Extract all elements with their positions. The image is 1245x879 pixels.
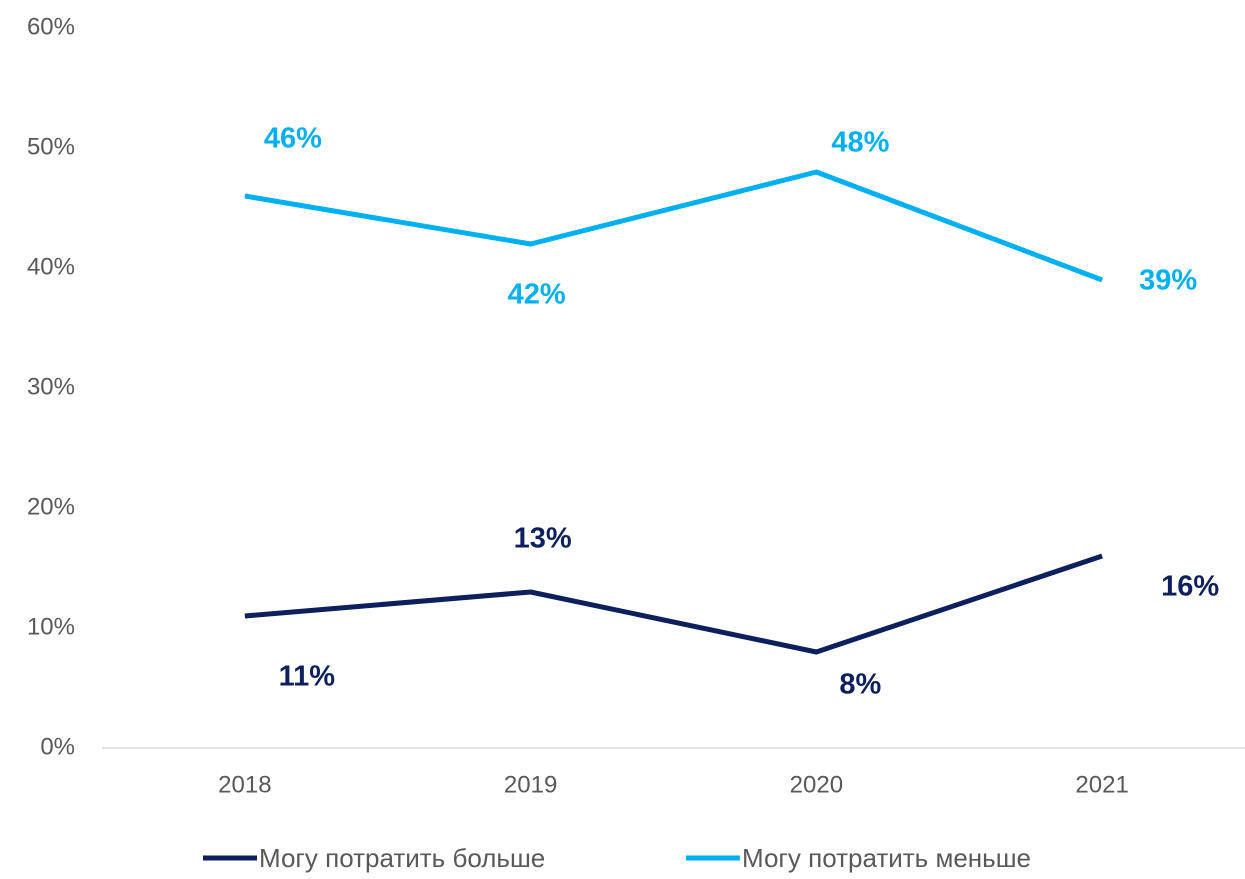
data-label: 16% [1161,571,1219,603]
y-tick-label: 60% [27,13,75,40]
y-tick-label: 20% [27,493,75,520]
y-tick-label: 10% [27,613,75,640]
data-label: 11% [279,661,336,693]
data-label: 8% [839,669,881,701]
data-label: 46% [264,123,322,155]
y-tick-label: 0% [40,733,75,760]
data-label: 42% [508,279,566,311]
x-tick-label: 2020 [790,771,843,798]
legend-label: Могу потратить больше [259,843,545,873]
y-tick-label: 50% [27,133,75,160]
data-label: 13% [514,523,572,555]
series-line [244,169,1104,283]
x-tick-label: 2018 [218,771,271,798]
series-line [244,553,1103,655]
x-tick-label: 2019 [504,771,557,798]
data-label: 39% [1139,265,1197,297]
data-label: 48% [831,127,889,159]
x-tick-label: 2021 [1075,771,1128,798]
y-tick-label: 30% [27,373,75,400]
legend-label: Могу потратить меньше [742,843,1031,873]
y-tick-label: 40% [27,253,75,280]
